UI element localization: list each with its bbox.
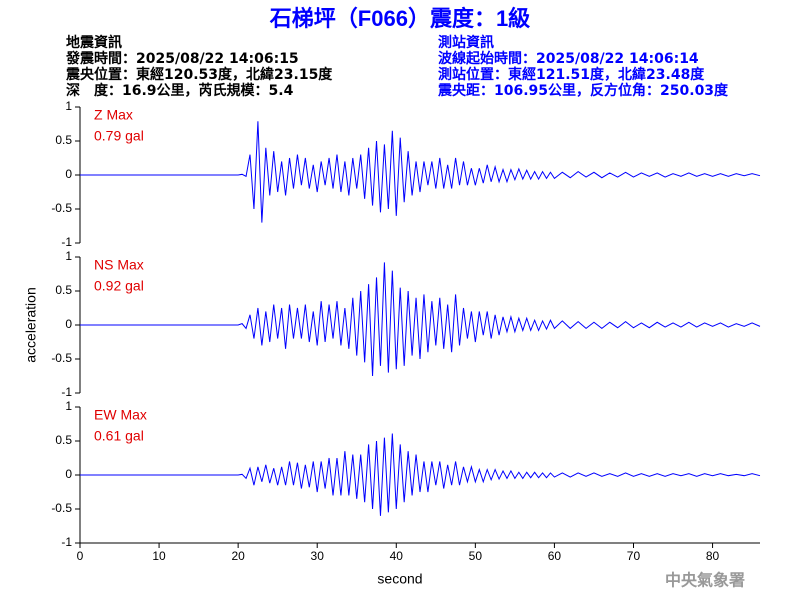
x-tick-label: 20 <box>231 549 245 563</box>
x-tick-label: 10 <box>152 549 166 563</box>
y-axis-label: acceleration <box>23 287 39 363</box>
y-tick-label: 0.5 <box>55 133 72 147</box>
max-label: 0.61 gal <box>94 428 144 444</box>
x-tick-label: 60 <box>548 549 562 563</box>
y-tick-label: -1 <box>61 535 72 549</box>
y-tick-label: 0 <box>65 167 72 181</box>
credit: 中央氣象署 <box>665 571 745 590</box>
y-tick-label: -0.5 <box>51 201 72 215</box>
y-tick-label: -0.5 <box>51 351 72 365</box>
x-tick-label: 80 <box>706 549 720 563</box>
y-tick-label: 1 <box>65 249 72 263</box>
quake-info: 發震時間：2025/08/22 14:06:15 <box>65 50 299 67</box>
component-label: EW Max <box>94 407 147 423</box>
x-axis-label: second <box>377 571 422 587</box>
quake-info: 深 度：16.9公里，芮氏規模：5.4 <box>66 82 294 99</box>
x-tick-label: 0 <box>77 549 84 563</box>
waveform <box>80 433 761 516</box>
max-label: 0.79 gal <box>94 128 144 144</box>
max-label: 0.92 gal <box>94 278 144 294</box>
station-info: 測站位置：東經121.51度，北緯23.48度 <box>438 66 705 83</box>
component-label: NS Max <box>94 257 144 273</box>
x-tick-label: 50 <box>469 549 483 563</box>
x-tick-label: 70 <box>627 549 641 563</box>
station-info: 波線起始時間：2025/08/22 14:06:14 <box>438 50 699 67</box>
y-tick-label: 0.5 <box>55 283 72 297</box>
y-tick-label: 0 <box>65 467 72 481</box>
quake-info: 地震資訊 <box>66 34 122 51</box>
chart-title: 石梯坪（F066）震度：1級 <box>269 6 530 31</box>
y-tick-label: 1 <box>65 99 72 113</box>
y-tick-label: 0 <box>65 317 72 331</box>
x-tick-label: 40 <box>390 549 404 563</box>
waveform <box>80 121 761 223</box>
y-tick-label: 0.5 <box>55 433 72 447</box>
waveform <box>80 262 761 377</box>
y-tick-label: -1 <box>61 385 72 399</box>
y-tick-label: 1 <box>65 399 72 413</box>
x-tick-label: 30 <box>311 549 325 563</box>
y-tick-label: -0.5 <box>51 501 72 515</box>
quake-info: 震央位置：東經120.53度，北緯23.15度 <box>65 66 333 83</box>
station-info: 震央距：106.95公里，反方位角：250.03度 <box>437 82 729 99</box>
station-info: 測站資訊 <box>438 34 494 51</box>
y-tick-label: -1 <box>61 235 72 249</box>
component-label: Z Max <box>94 107 133 123</box>
